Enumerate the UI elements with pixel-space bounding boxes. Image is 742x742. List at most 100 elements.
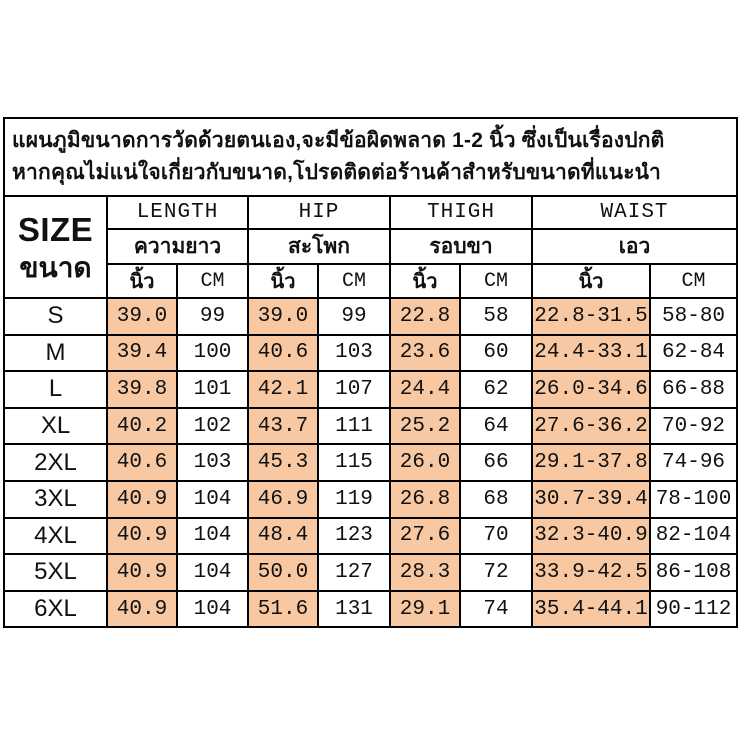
hip-cm-value: 131 (317, 589, 391, 629)
waist-cm-value: 86-108 (649, 553, 739, 592)
thigh-cm-value: 62 (458, 370, 534, 409)
size-label: 5XL (3, 553, 108, 592)
thigh-inch-value: 26.0 (389, 443, 461, 482)
length-cm-value: 101 (176, 370, 249, 409)
hip-inch-value: 51.6 (247, 589, 319, 629)
thigh-cm-value: 66 (458, 443, 534, 482)
hip-cm-value: 111 (317, 406, 391, 446)
size-header-cell: SIZE ขนาด (3, 195, 108, 299)
hip-unit-inch: นิ้ว (247, 263, 319, 299)
size-label: L (3, 370, 108, 409)
thigh-cm-value: 64 (458, 406, 534, 446)
notice-line-1: แผนภูมิขนาดการวัดด้วยตนเอง,จะมีข้อผิดพลา… (12, 129, 665, 152)
hip-unit-cm: CM (317, 263, 391, 299)
length-inch-value: 39.0 (106, 297, 178, 336)
length-cm-value: 104 (176, 516, 249, 556)
thigh-inch-value: 27.6 (389, 516, 461, 556)
length-cm-value: 103 (176, 443, 249, 482)
length-cm-value: 99 (176, 297, 249, 336)
hip-cm-value: 99 (317, 297, 391, 336)
waist-cm-value: 70-92 (649, 406, 739, 446)
thigh-header-en: THIGH (388, 195, 534, 230)
waist-cm-value: 58-80 (649, 297, 739, 336)
waist-inch-value: 32.3-40.9 (531, 516, 652, 556)
length-inch-value: 40.6 (106, 443, 178, 482)
measurement-notice: แผนภูมิขนาดการวัดด้วยตนเอง,จะมีข้อผิดพลา… (3, 117, 738, 197)
length-inch-value: 40.2 (106, 406, 178, 446)
length-inch-value: 40.9 (106, 589, 178, 629)
hip-cm-value: 119 (317, 479, 391, 519)
size-label: M (3, 333, 108, 373)
thigh-inch-value: 28.3 (389, 553, 461, 592)
thigh-inch-value: 23.6 (389, 333, 461, 373)
hip-inch-value: 39.0 (247, 297, 319, 336)
waist-inch-value: 27.6-36.2 (531, 406, 652, 446)
hip-cm-value: 107 (317, 370, 391, 409)
size-label: XL (3, 406, 108, 446)
table-row-6xl: 6XL 40.9 104 51.6 131 29.1 74 35.4-44.1 … (3, 589, 739, 629)
waist-cm-value: 78-100 (649, 479, 739, 519)
length-header-en: LENGTH (106, 195, 249, 230)
thigh-header-th: รอบขา (388, 228, 534, 265)
hip-inch-value: 42.1 (247, 370, 319, 409)
size-header-th: ขนาด (19, 251, 92, 283)
length-inch-value: 40.9 (106, 553, 178, 592)
notice-line-2: หากคุณไม่แน่ใจเกี่ยวกับขนาด,โปรดติดต่อร้… (12, 161, 662, 184)
length-unit-cm: CM (176, 263, 249, 299)
thigh-cm-value: 70 (458, 516, 534, 556)
thigh-unit-cm: CM (458, 263, 534, 299)
table-row-3xl: 3XL 40.9 104 46.9 119 26.8 68 30.7-39.4 … (3, 479, 739, 519)
length-cm-value: 104 (176, 589, 249, 629)
length-inch-value: 39.4 (106, 333, 178, 373)
waist-cm-value: 74-96 (649, 443, 739, 482)
waist-inch-value: 33.9-42.5 (531, 553, 652, 592)
thigh-cm-value: 60 (458, 333, 534, 373)
size-label: 6XL (3, 589, 108, 629)
waist-inch-value: 35.4-44.1 (531, 589, 652, 629)
waist-inch-value: 24.4-33.1 (531, 333, 652, 373)
thigh-cm-value: 72 (458, 553, 534, 592)
thigh-cm-value: 68 (458, 479, 534, 519)
thigh-inch-value: 26.8 (389, 479, 461, 519)
length-unit-inch: นิ้ว (106, 263, 178, 299)
size-label: 3XL (3, 479, 108, 519)
hip-cm-value: 123 (317, 516, 391, 556)
waist-cm-value: 90-112 (649, 589, 739, 629)
waist-cm-value: 82-104 (649, 516, 739, 556)
thigh-inch-value: 29.1 (389, 589, 461, 629)
length-cm-value: 102 (176, 406, 249, 446)
length-cm-value: 100 (176, 333, 249, 373)
hip-inch-value: 40.6 (247, 333, 319, 373)
table-row-xl: XL 40.2 102 43.7 111 25.2 64 27.6-36.2 7… (3, 406, 739, 446)
length-inch-value: 40.9 (106, 479, 178, 519)
length-cm-value: 104 (176, 553, 249, 592)
table-row-2xl: 2XL 40.6 103 45.3 115 26.0 66 29.1-37.8 … (3, 443, 739, 482)
hip-inch-value: 45.3 (247, 443, 319, 482)
thigh-unit-inch: นิ้ว (389, 263, 461, 299)
size-label: S (3, 297, 108, 336)
hip-header-en: HIP (247, 195, 391, 230)
size-label: 2XL (3, 443, 108, 482)
length-inch-value: 40.9 (106, 516, 178, 556)
hip-header-th: สะโพก (247, 228, 391, 265)
waist-inch-value: 26.0-34.6 (531, 370, 652, 409)
hip-inch-value: 50.0 (247, 553, 319, 592)
thigh-inch-value: 24.4 (389, 370, 461, 409)
hip-inch-value: 43.7 (247, 406, 319, 446)
thigh-inch-value: 25.2 (389, 406, 461, 446)
waist-unit-inch: นิ้ว (531, 263, 652, 299)
size-header-en: SIZE (17, 210, 94, 248)
waist-inch-value: 29.1-37.8 (531, 443, 652, 482)
hip-cm-value: 103 (317, 333, 391, 373)
size-chart: แผนภูมิขนาดการวัดด้วยตนเอง,จะมีข้อผิดพลา… (3, 117, 739, 629)
waist-header-th: เอว (531, 228, 739, 265)
table-row-s: S 39.0 99 39.0 99 22.8 58 22.8-31.5 58-8… (3, 297, 739, 336)
hip-inch-value: 46.9 (247, 479, 319, 519)
hip-cm-value: 115 (317, 443, 391, 482)
table-row-5xl: 5XL 40.9 104 50.0 127 28.3 72 33.9-42.5 … (3, 553, 739, 592)
length-header-th: ความยาว (106, 228, 249, 265)
waist-header-en: WAIST (531, 195, 739, 230)
waist-inch-value: 22.8-31.5 (531, 297, 652, 336)
thigh-cm-value: 74 (458, 589, 534, 629)
